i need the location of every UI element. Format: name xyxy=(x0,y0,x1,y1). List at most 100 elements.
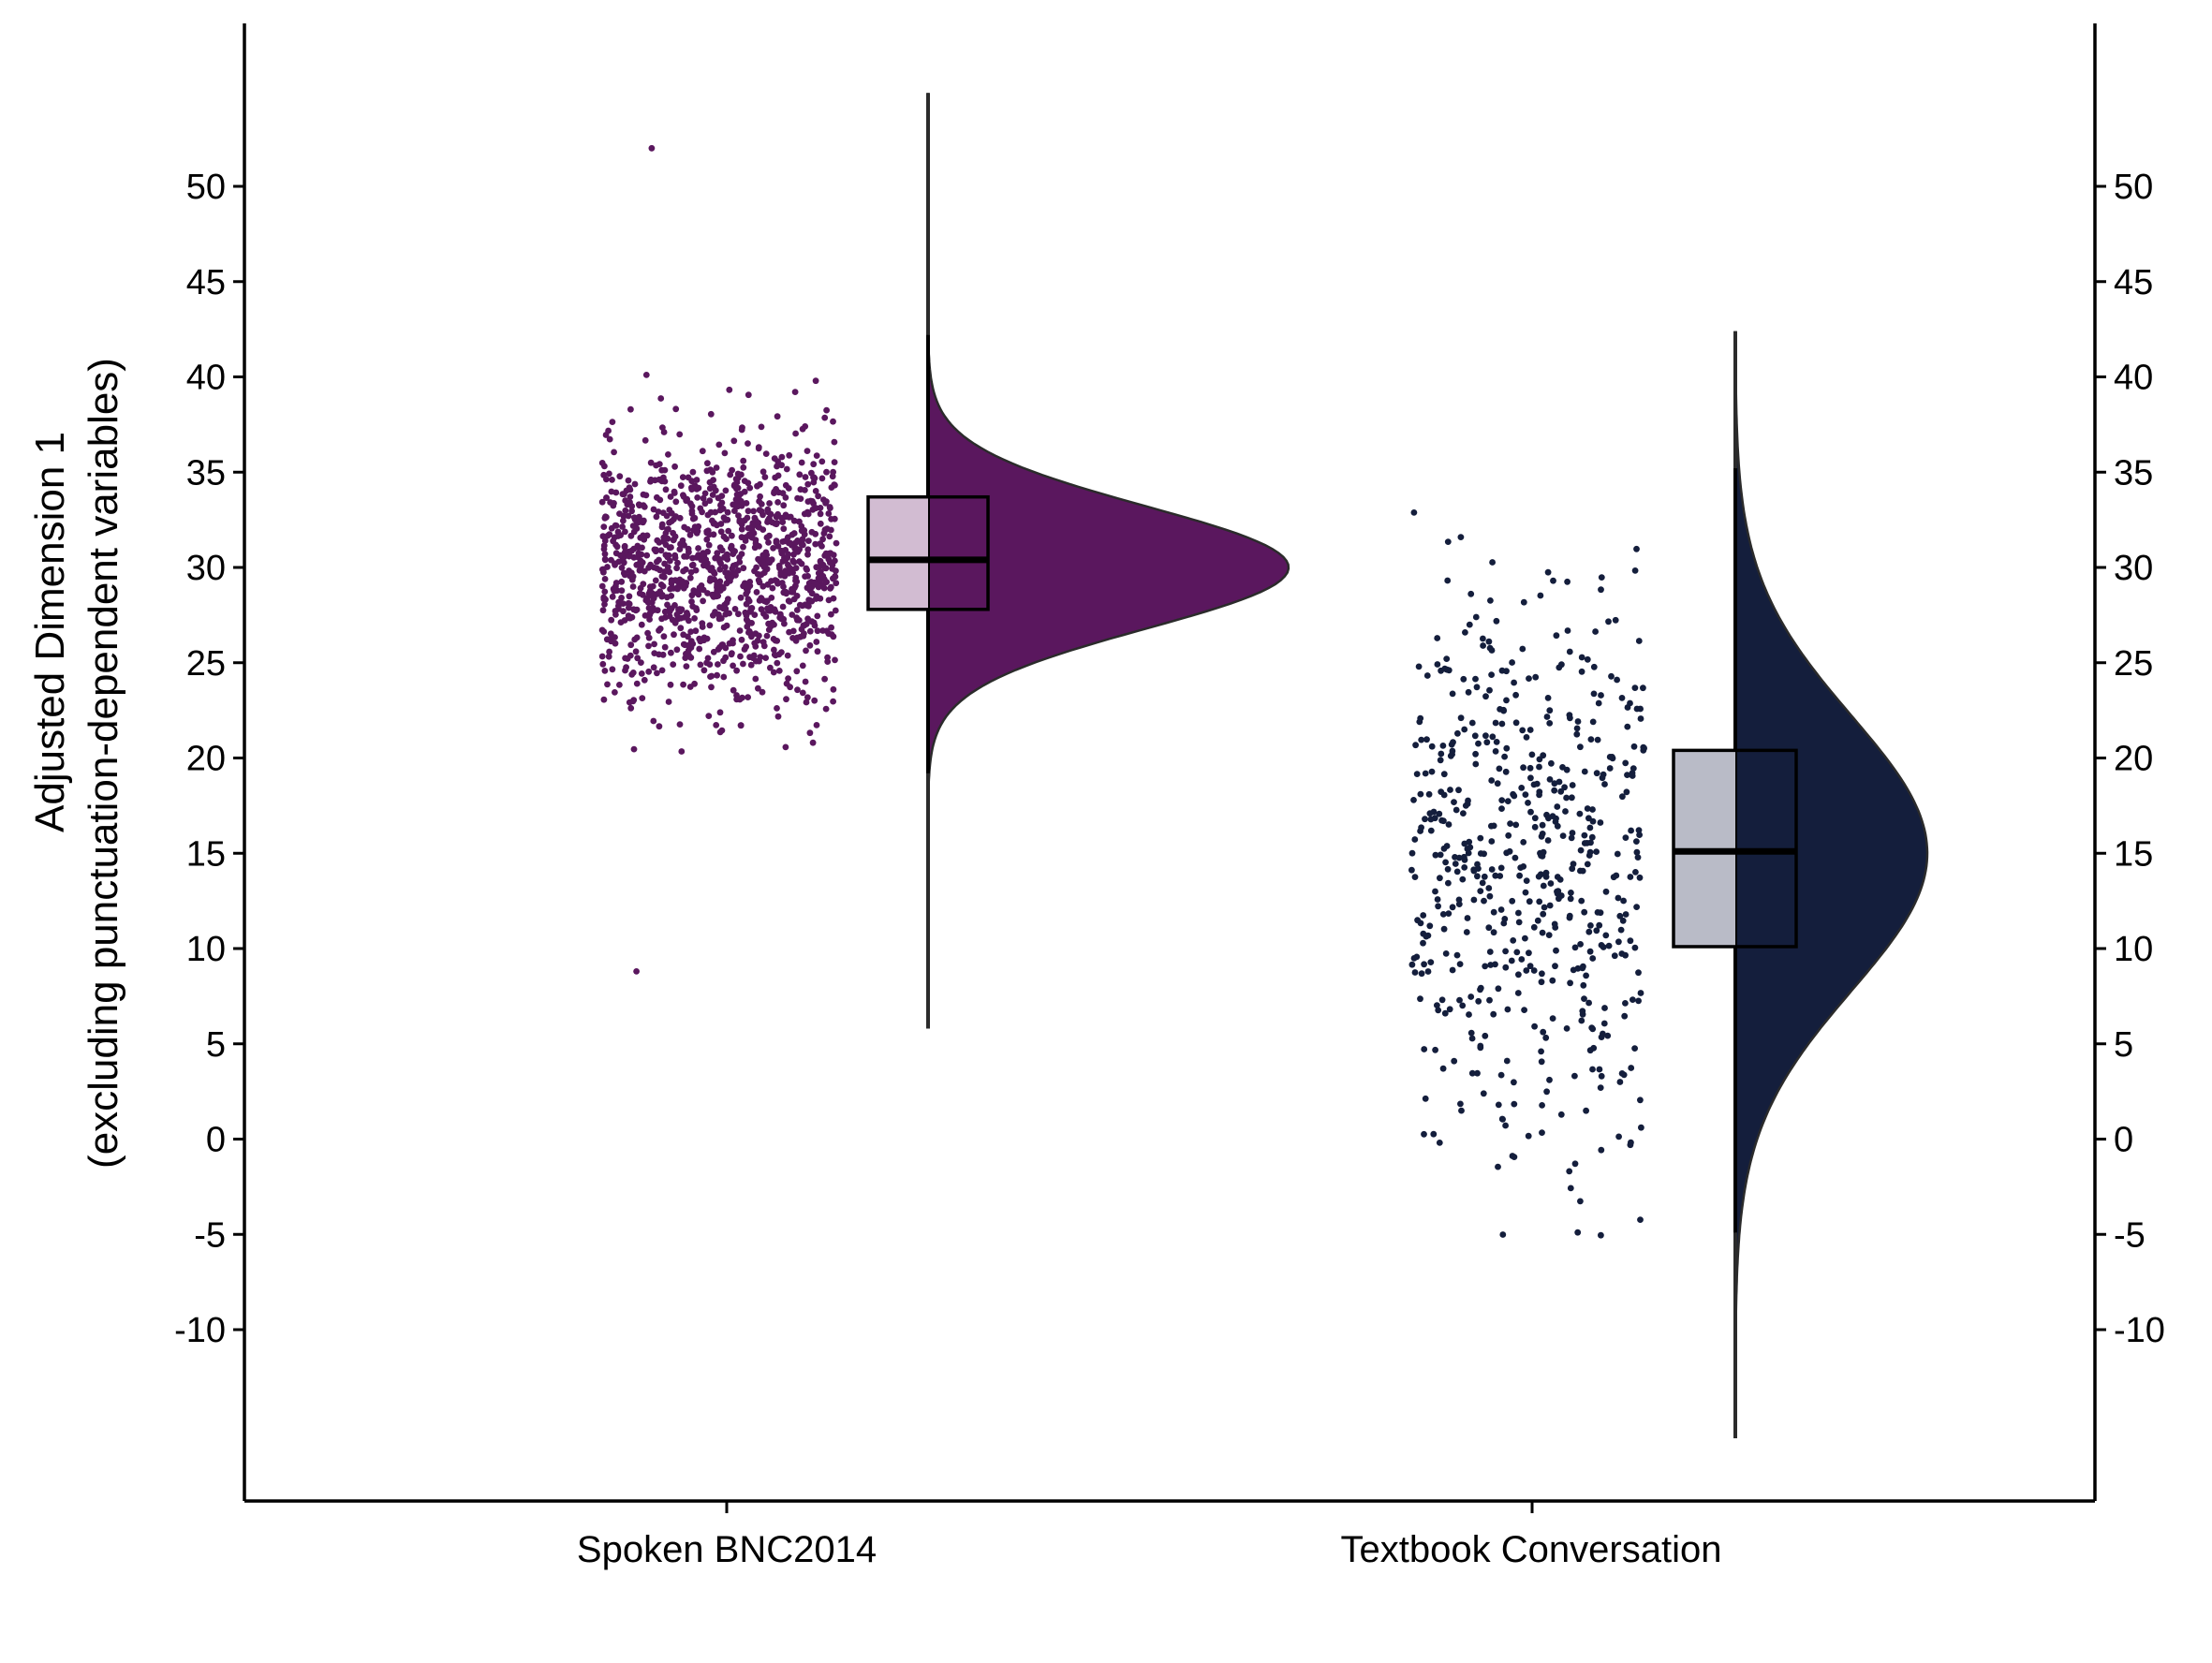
data-point xyxy=(802,487,808,493)
y-tick-label-left: 30 xyxy=(186,549,226,588)
data-point xyxy=(1635,997,1642,1005)
data-point xyxy=(665,699,672,705)
data-point xyxy=(800,632,807,640)
data-point xyxy=(760,611,767,617)
data-point xyxy=(1438,817,1445,824)
data-point xyxy=(802,474,809,480)
y-tick-label-left: 50 xyxy=(186,168,226,207)
data-point xyxy=(832,607,839,614)
data-point xyxy=(1553,632,1560,640)
data-point xyxy=(740,565,747,572)
data-point xyxy=(1589,817,1597,825)
data-point xyxy=(794,616,801,624)
data-point xyxy=(685,633,691,640)
data-point xyxy=(1530,967,1538,974)
data-point xyxy=(671,463,678,470)
data-point xyxy=(1554,803,1561,810)
data-point xyxy=(639,695,646,701)
data-point xyxy=(1615,894,1622,902)
data-point xyxy=(771,488,778,495)
data-point xyxy=(1464,915,1471,921)
data-point xyxy=(1584,655,1591,663)
data-point xyxy=(631,480,639,488)
data-point xyxy=(600,696,608,703)
data-point xyxy=(1508,957,1515,964)
data-point xyxy=(1556,778,1563,786)
data-point xyxy=(656,723,663,730)
data-point xyxy=(1417,714,1424,722)
data-point xyxy=(1622,759,1630,767)
data-point xyxy=(1472,750,1479,758)
box-fill-1 xyxy=(868,496,928,610)
data-point xyxy=(756,523,762,531)
data-point xyxy=(616,473,624,480)
y-tick-label-right: 50 xyxy=(2114,168,2153,207)
data-point xyxy=(703,536,711,543)
data-point xyxy=(1515,909,1522,917)
data-point xyxy=(599,533,607,540)
data-point xyxy=(1601,781,1608,787)
data-point xyxy=(1581,908,1588,916)
data-point xyxy=(1581,832,1588,839)
y-tick-label-right: 30 xyxy=(2114,549,2153,588)
data-point xyxy=(1454,729,1461,737)
data-point xyxy=(1525,1132,1532,1140)
data-point xyxy=(717,502,724,508)
data-point xyxy=(701,490,709,497)
data-point xyxy=(1465,688,1472,696)
data-point xyxy=(707,673,714,680)
data-point xyxy=(827,505,833,511)
data-point xyxy=(1486,686,1493,694)
data-point xyxy=(774,413,781,420)
y-tick-label-left: 10 xyxy=(186,930,226,969)
data-point xyxy=(728,651,735,658)
data-point xyxy=(775,668,783,674)
data-point xyxy=(714,671,720,679)
data-point xyxy=(1505,832,1512,839)
data-point xyxy=(830,595,837,602)
data-point xyxy=(668,605,675,612)
data-point xyxy=(771,606,778,613)
data-point xyxy=(1467,1029,1475,1037)
data-point xyxy=(1615,938,1622,946)
data-point xyxy=(1492,961,1498,968)
data-point xyxy=(1520,764,1526,772)
data-point xyxy=(694,494,701,501)
data-point xyxy=(782,743,789,751)
data-point xyxy=(1577,743,1584,751)
data-point xyxy=(1449,747,1456,755)
data-point xyxy=(1564,627,1571,634)
data-point xyxy=(1637,705,1644,713)
data-point xyxy=(693,477,700,483)
data-point xyxy=(818,475,826,482)
data-point xyxy=(794,686,801,694)
data-point xyxy=(719,584,727,592)
data-point xyxy=(1622,951,1629,959)
data-point xyxy=(643,532,651,539)
data-point xyxy=(1612,616,1619,624)
data-point xyxy=(1538,979,1545,986)
data-point xyxy=(1456,996,1463,1004)
data-point xyxy=(799,662,806,670)
data-point xyxy=(792,565,800,571)
data-point xyxy=(628,547,635,554)
data-point xyxy=(1545,932,1553,938)
data-point xyxy=(784,534,791,541)
data-point xyxy=(724,508,731,516)
data-point xyxy=(781,572,789,580)
data-point xyxy=(1534,917,1541,924)
data-point xyxy=(1580,981,1587,989)
data-point xyxy=(1546,720,1554,727)
data-point xyxy=(1562,808,1569,815)
data-point xyxy=(654,558,660,566)
data-point xyxy=(1460,810,1467,817)
data-point xyxy=(642,596,650,604)
data-point xyxy=(1542,1034,1550,1041)
data-point xyxy=(774,659,781,667)
data-point xyxy=(767,510,774,518)
data-point xyxy=(1434,635,1441,641)
data-point xyxy=(1467,590,1475,597)
data-point xyxy=(1515,971,1522,979)
data-point xyxy=(1455,901,1463,907)
